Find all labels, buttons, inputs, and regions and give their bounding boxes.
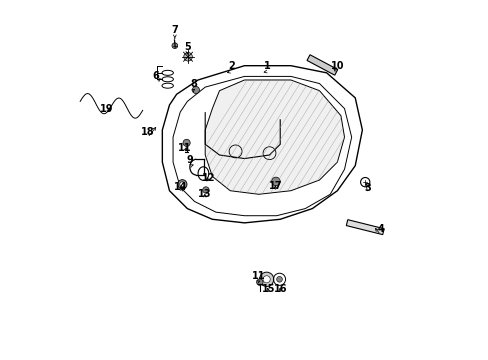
Text: 11: 11 [251,271,265,281]
Text: 17: 17 [268,181,282,192]
Circle shape [263,276,270,283]
Circle shape [183,53,192,61]
Polygon shape [346,220,384,235]
Circle shape [256,279,263,285]
Text: 11: 11 [177,143,191,153]
Text: 10: 10 [331,62,344,71]
Text: 19: 19 [100,104,114,113]
Text: 3: 3 [364,183,370,193]
Text: 2: 2 [227,61,234,71]
Text: 8: 8 [190,79,197,89]
Text: 9: 9 [186,156,193,165]
Text: 5: 5 [183,42,190,52]
Circle shape [276,276,282,282]
Text: 13: 13 [197,189,211,199]
Text: 6: 6 [152,71,159,81]
Text: 1: 1 [264,61,270,71]
Circle shape [183,139,190,147]
Circle shape [177,180,186,189]
Text: 14: 14 [174,182,187,192]
Text: 15: 15 [262,284,275,294]
Text: 18: 18 [140,127,154,137]
Text: 4: 4 [377,224,384,234]
Circle shape [180,182,184,187]
Circle shape [172,43,177,49]
Circle shape [203,187,209,193]
Circle shape [259,272,273,287]
Polygon shape [306,55,337,75]
Text: 12: 12 [202,173,215,183]
Circle shape [192,86,199,94]
Text: 16: 16 [274,284,287,294]
Polygon shape [205,80,344,194]
Text: 7: 7 [171,25,178,35]
Circle shape [271,177,280,186]
